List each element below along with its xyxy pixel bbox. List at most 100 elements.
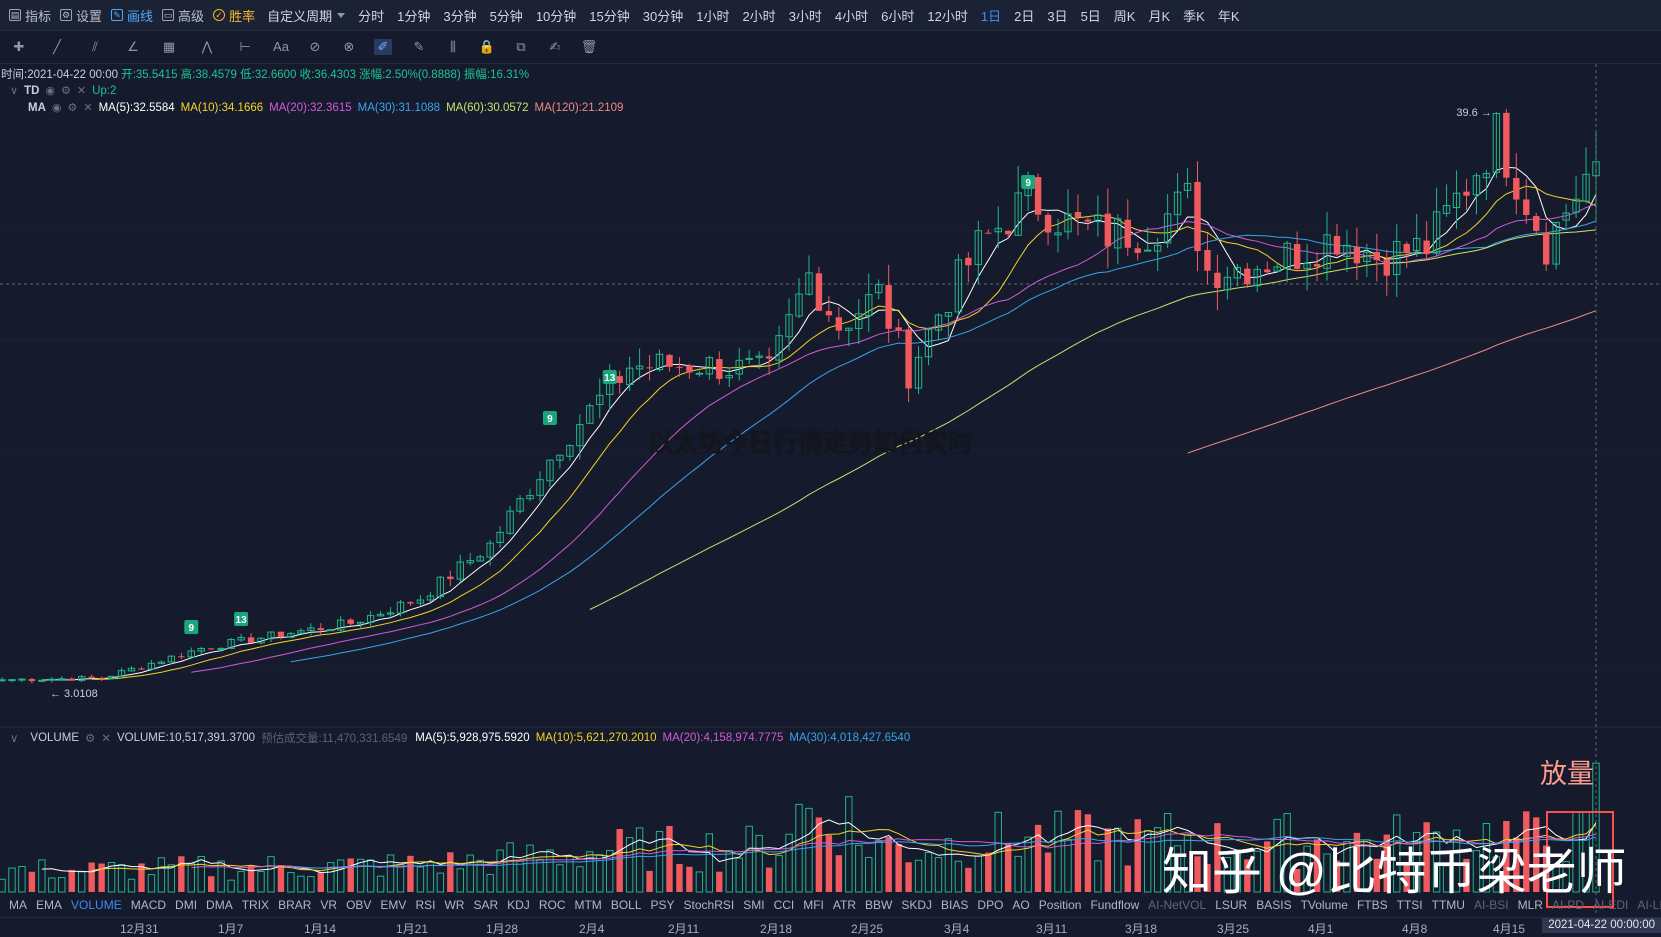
- indicator-tab[interactable]: VR: [320, 898, 338, 912]
- brush-icon[interactable]: ✎: [413, 39, 425, 54]
- ruler-icon[interactable]: ⊗: [343, 39, 355, 54]
- period-tab[interactable]: 2小时: [742, 8, 776, 24]
- edit-icon[interactable]: ✍: [549, 39, 561, 54]
- indicator-tab[interactable]: TTSI: [1396, 898, 1423, 912]
- indicator-tab[interactable]: LSUR: [1215, 898, 1248, 912]
- period-tab[interactable]: 3分钟: [443, 8, 477, 24]
- indicator-tab[interactable]: ATR: [832, 898, 857, 912]
- indicator-tab[interactable]: OBV: [346, 898, 372, 912]
- eye-icon[interactable]: ◉: [51, 102, 62, 114]
- period-tab[interactable]: 5分钟: [489, 8, 523, 24]
- close-icon[interactable]: ✕: [76, 85, 87, 97]
- indicator-tab[interactable]: PSY: [650, 898, 675, 912]
- indicator-tab[interactable]: SMI: [743, 898, 765, 912]
- settings-icon[interactable]: ⚙: [85, 733, 96, 745]
- indicator-tab[interactable]: MFI: [803, 898, 824, 912]
- indicator-tab[interactable]: AI-PD: [1551, 898, 1584, 912]
- indicator-tab[interactable]: BRAR: [278, 898, 312, 912]
- trend-line-icon[interactable]: ╱: [53, 39, 61, 54]
- indicator-tab[interactable]: AI-LI: [1637, 898, 1661, 912]
- text-icon[interactable]: Aa: [273, 39, 289, 54]
- indicator-tab[interactable]: MA: [9, 898, 27, 912]
- parallel-line-icon[interactable]: ⫽: [92, 39, 98, 54]
- period-tab[interactable]: 分时: [358, 8, 385, 24]
- copy-icon[interactable]: ⧉: [516, 39, 526, 54]
- indicator-tab[interactable]: EMA: [36, 898, 63, 912]
- lock-icon[interactable]: 🔒: [478, 39, 496, 54]
- period-tab[interactable]: 季K: [1183, 8, 1205, 24]
- settings-icon[interactable]: ⚙: [61, 85, 71, 97]
- indicators-button[interactable]: ▤ 指标: [9, 6, 51, 25]
- candle-body: [914, 356, 923, 389]
- indicator-tab[interactable]: Position: [1038, 898, 1082, 912]
- indicator-tab[interactable]: SKDJ: [901, 898, 933, 912]
- indicator-tab[interactable]: TVolume: [1300, 898, 1348, 912]
- period-tab[interactable]: 5日: [1080, 8, 1101, 24]
- indicator-tab[interactable]: RSI: [415, 898, 436, 912]
- advanced-button[interactable]: ▭ 高级: [162, 6, 204, 25]
- measure-icon[interactable]: ⊢: [239, 39, 251, 54]
- period-tab[interactable]: 15分钟: [589, 8, 630, 24]
- custom-period-dropdown[interactable]: 自定义周期: [267, 6, 346, 25]
- grid-icon[interactable]: ▦: [162, 39, 176, 54]
- indicator-tab[interactable]: BASIS: [1256, 898, 1292, 912]
- indicator-tab[interactable]: BBW: [865, 898, 893, 912]
- indicator-tab[interactable]: AI-NetVOL: [1148, 898, 1207, 912]
- eye-icon[interactable]: ◉: [45, 85, 56, 97]
- indicator-tab[interactable]: BOLL: [610, 898, 642, 912]
- indicator-tab[interactable]: EMV: [380, 898, 407, 912]
- period-tab[interactable]: 月K: [1148, 8, 1171, 24]
- indicator-tab[interactable]: DMA: [206, 898, 233, 912]
- period-tab[interactable]: 周K: [1113, 8, 1136, 24]
- indicator-tab[interactable]: DPO: [977, 898, 1004, 912]
- period-tab[interactable]: 30分钟: [642, 8, 684, 24]
- indicator-tab[interactable]: VOLUME: [71, 898, 122, 912]
- indicator-tab[interactable]: AI-BSI: [1473, 898, 1509, 912]
- period-tab[interactable]: 12小时: [927, 8, 968, 24]
- indicator-tab[interactable]: ROC: [538, 898, 566, 912]
- eraser-icon[interactable]: ⊘: [309, 39, 321, 54]
- delete-icon[interactable]: 🗑: [580, 39, 598, 54]
- period-tab[interactable]: 1分钟: [397, 8, 431, 24]
- indicator-tab[interactable]: AI-EDI: [1592, 898, 1629, 912]
- indicator-tab[interactable]: KDJ: [507, 898, 530, 912]
- pen-icon[interactable]: ✐: [374, 39, 392, 55]
- indicator-tab[interactable]: WR: [444, 898, 465, 912]
- indicator-tab[interactable]: DMI: [175, 898, 198, 912]
- period-tab[interactable]: 3小时: [788, 8, 822, 24]
- settings-button[interactable]: ⚙ 设置: [60, 6, 102, 25]
- drawing-button[interactable]: ✎ 画线: [111, 6, 153, 25]
- wave-icon[interactable]: ⋀: [201, 39, 213, 54]
- win-rate-button[interactable]: ✓ 胜率: [213, 6, 255, 25]
- indicator-tab[interactable]: TRIX: [241, 898, 270, 912]
- indicator-tab[interactable]: TTMU: [1431, 898, 1465, 912]
- indicator-tab[interactable]: MLR: [1517, 898, 1543, 912]
- close-icon[interactable]: ✕: [83, 102, 93, 114]
- crosshair-icon[interactable]: ✚: [13, 39, 25, 54]
- indicator-tab[interactable]: FTBS: [1356, 898, 1388, 912]
- candle-icon[interactable]: ⫼: [450, 39, 456, 54]
- indicator-tab[interactable]: BIAS: [941, 898, 969, 912]
- settings-icon[interactable]: ⚙: [67, 102, 78, 114]
- close-icon[interactable]: ✕: [101, 733, 111, 745]
- ma-line-30: [290, 220, 1597, 663]
- period-tab[interactable]: 6小时: [881, 8, 915, 24]
- period-tab[interactable]: 4小时: [834, 8, 869, 24]
- indicator-tab[interactable]: Fundflow: [1090, 898, 1140, 912]
- period-tab[interactable]: 10分钟: [535, 8, 577, 24]
- period-tab[interactable]: 3日: [1047, 8, 1068, 24]
- indicator-tab[interactable]: MTM: [574, 898, 602, 912]
- indicator-tab[interactable]: SAR: [473, 898, 499, 912]
- indicator-tab[interactable]: StochRSI: [683, 898, 735, 912]
- period-tab[interactable]: 年K: [1217, 8, 1240, 24]
- period-tab[interactable]: 1小时: [696, 8, 730, 24]
- indicator-tab[interactable]: CCI: [773, 898, 795, 912]
- collapse-icon[interactable]: ∨: [10, 733, 19, 745]
- period-tab[interactable]: 1日: [980, 8, 1002, 24]
- collapse-icon[interactable]: ∨: [10, 85, 19, 97]
- indicator-tab[interactable]: AO: [1012, 898, 1030, 912]
- period-tab[interactable]: 2日: [1014, 8, 1035, 24]
- indicator-tab[interactable]: MACD: [130, 898, 167, 912]
- angle-icon[interactable]: ∠: [127, 39, 139, 54]
